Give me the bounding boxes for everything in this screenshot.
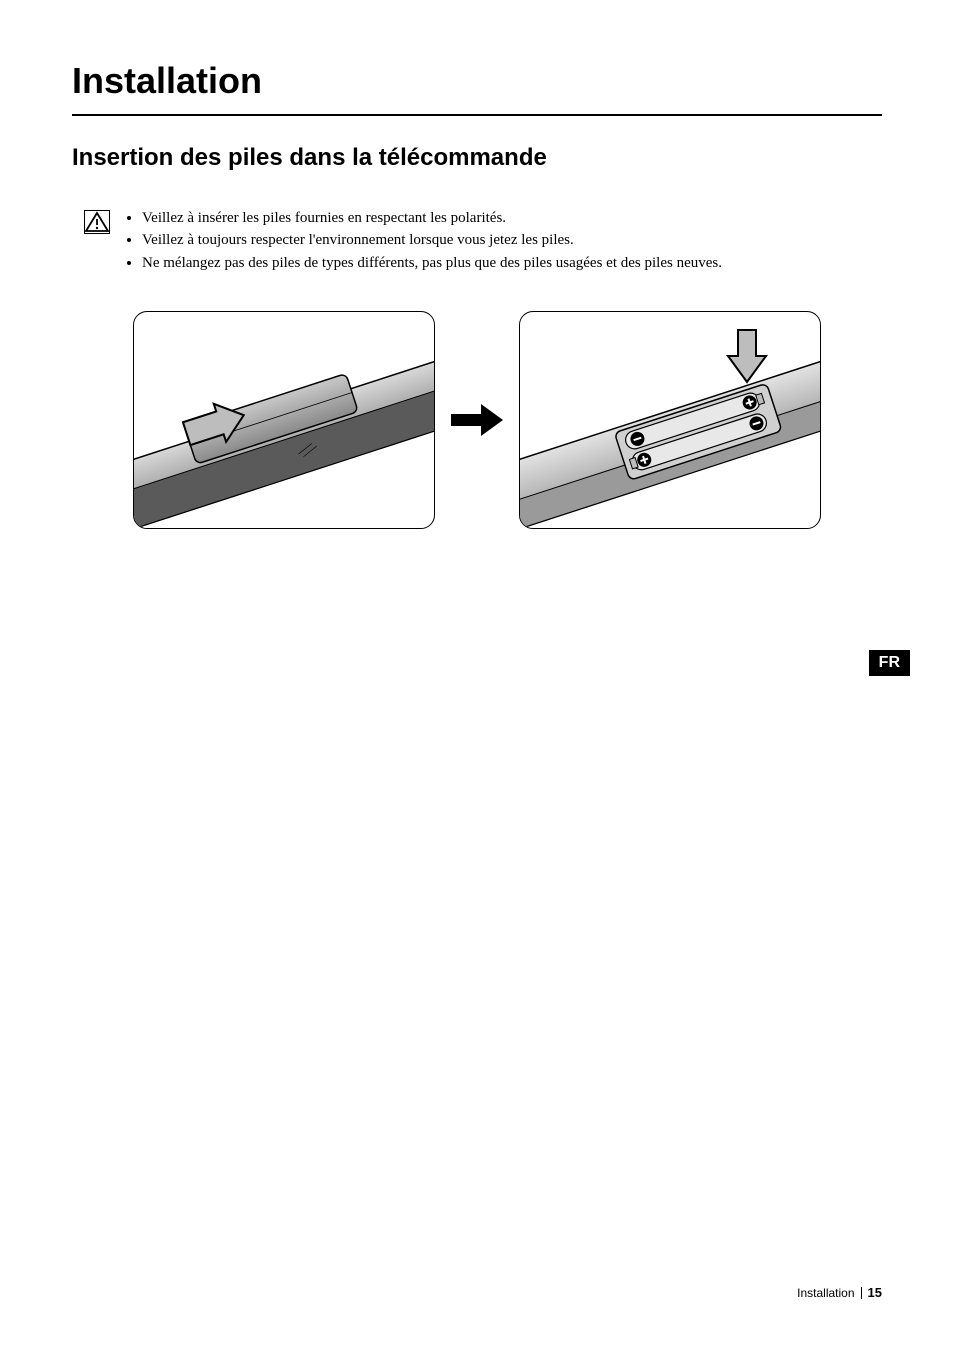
footer-page-number: 15 [868, 1285, 882, 1300]
page-footer: Installation 15 [797, 1285, 882, 1300]
manual-page: Installation Insertion des piles dans la… [0, 0, 954, 1356]
section-heading: Insertion des piles dans la télécommande [72, 144, 882, 172]
warning-item: Veillez à insérer les piles fournies en … [142, 208, 722, 228]
sequence-arrow-icon [449, 400, 505, 440]
warning-block: Veillez à insérer les piles fournies en … [72, 208, 882, 275]
warning-list: Veillez à insérer les piles fournies en … [124, 208, 722, 275]
figure-panel-remote-cover [133, 311, 435, 529]
language-tab: FR [869, 650, 910, 676]
page-title: Installation [72, 60, 882, 102]
warning-item: Veillez à toujours respecter l'environne… [142, 230, 722, 250]
footer-section: Installation [797, 1286, 854, 1300]
footer-separator [861, 1287, 862, 1299]
insert-arrow-icon [728, 330, 766, 382]
title-rule [72, 114, 882, 116]
figure-row [72, 311, 882, 529]
warning-item: Ne mélangez pas des piles de types diffé… [142, 253, 722, 273]
figure-panel-remote-batteries [519, 311, 821, 529]
warning-triangle-icon [84, 210, 110, 239]
